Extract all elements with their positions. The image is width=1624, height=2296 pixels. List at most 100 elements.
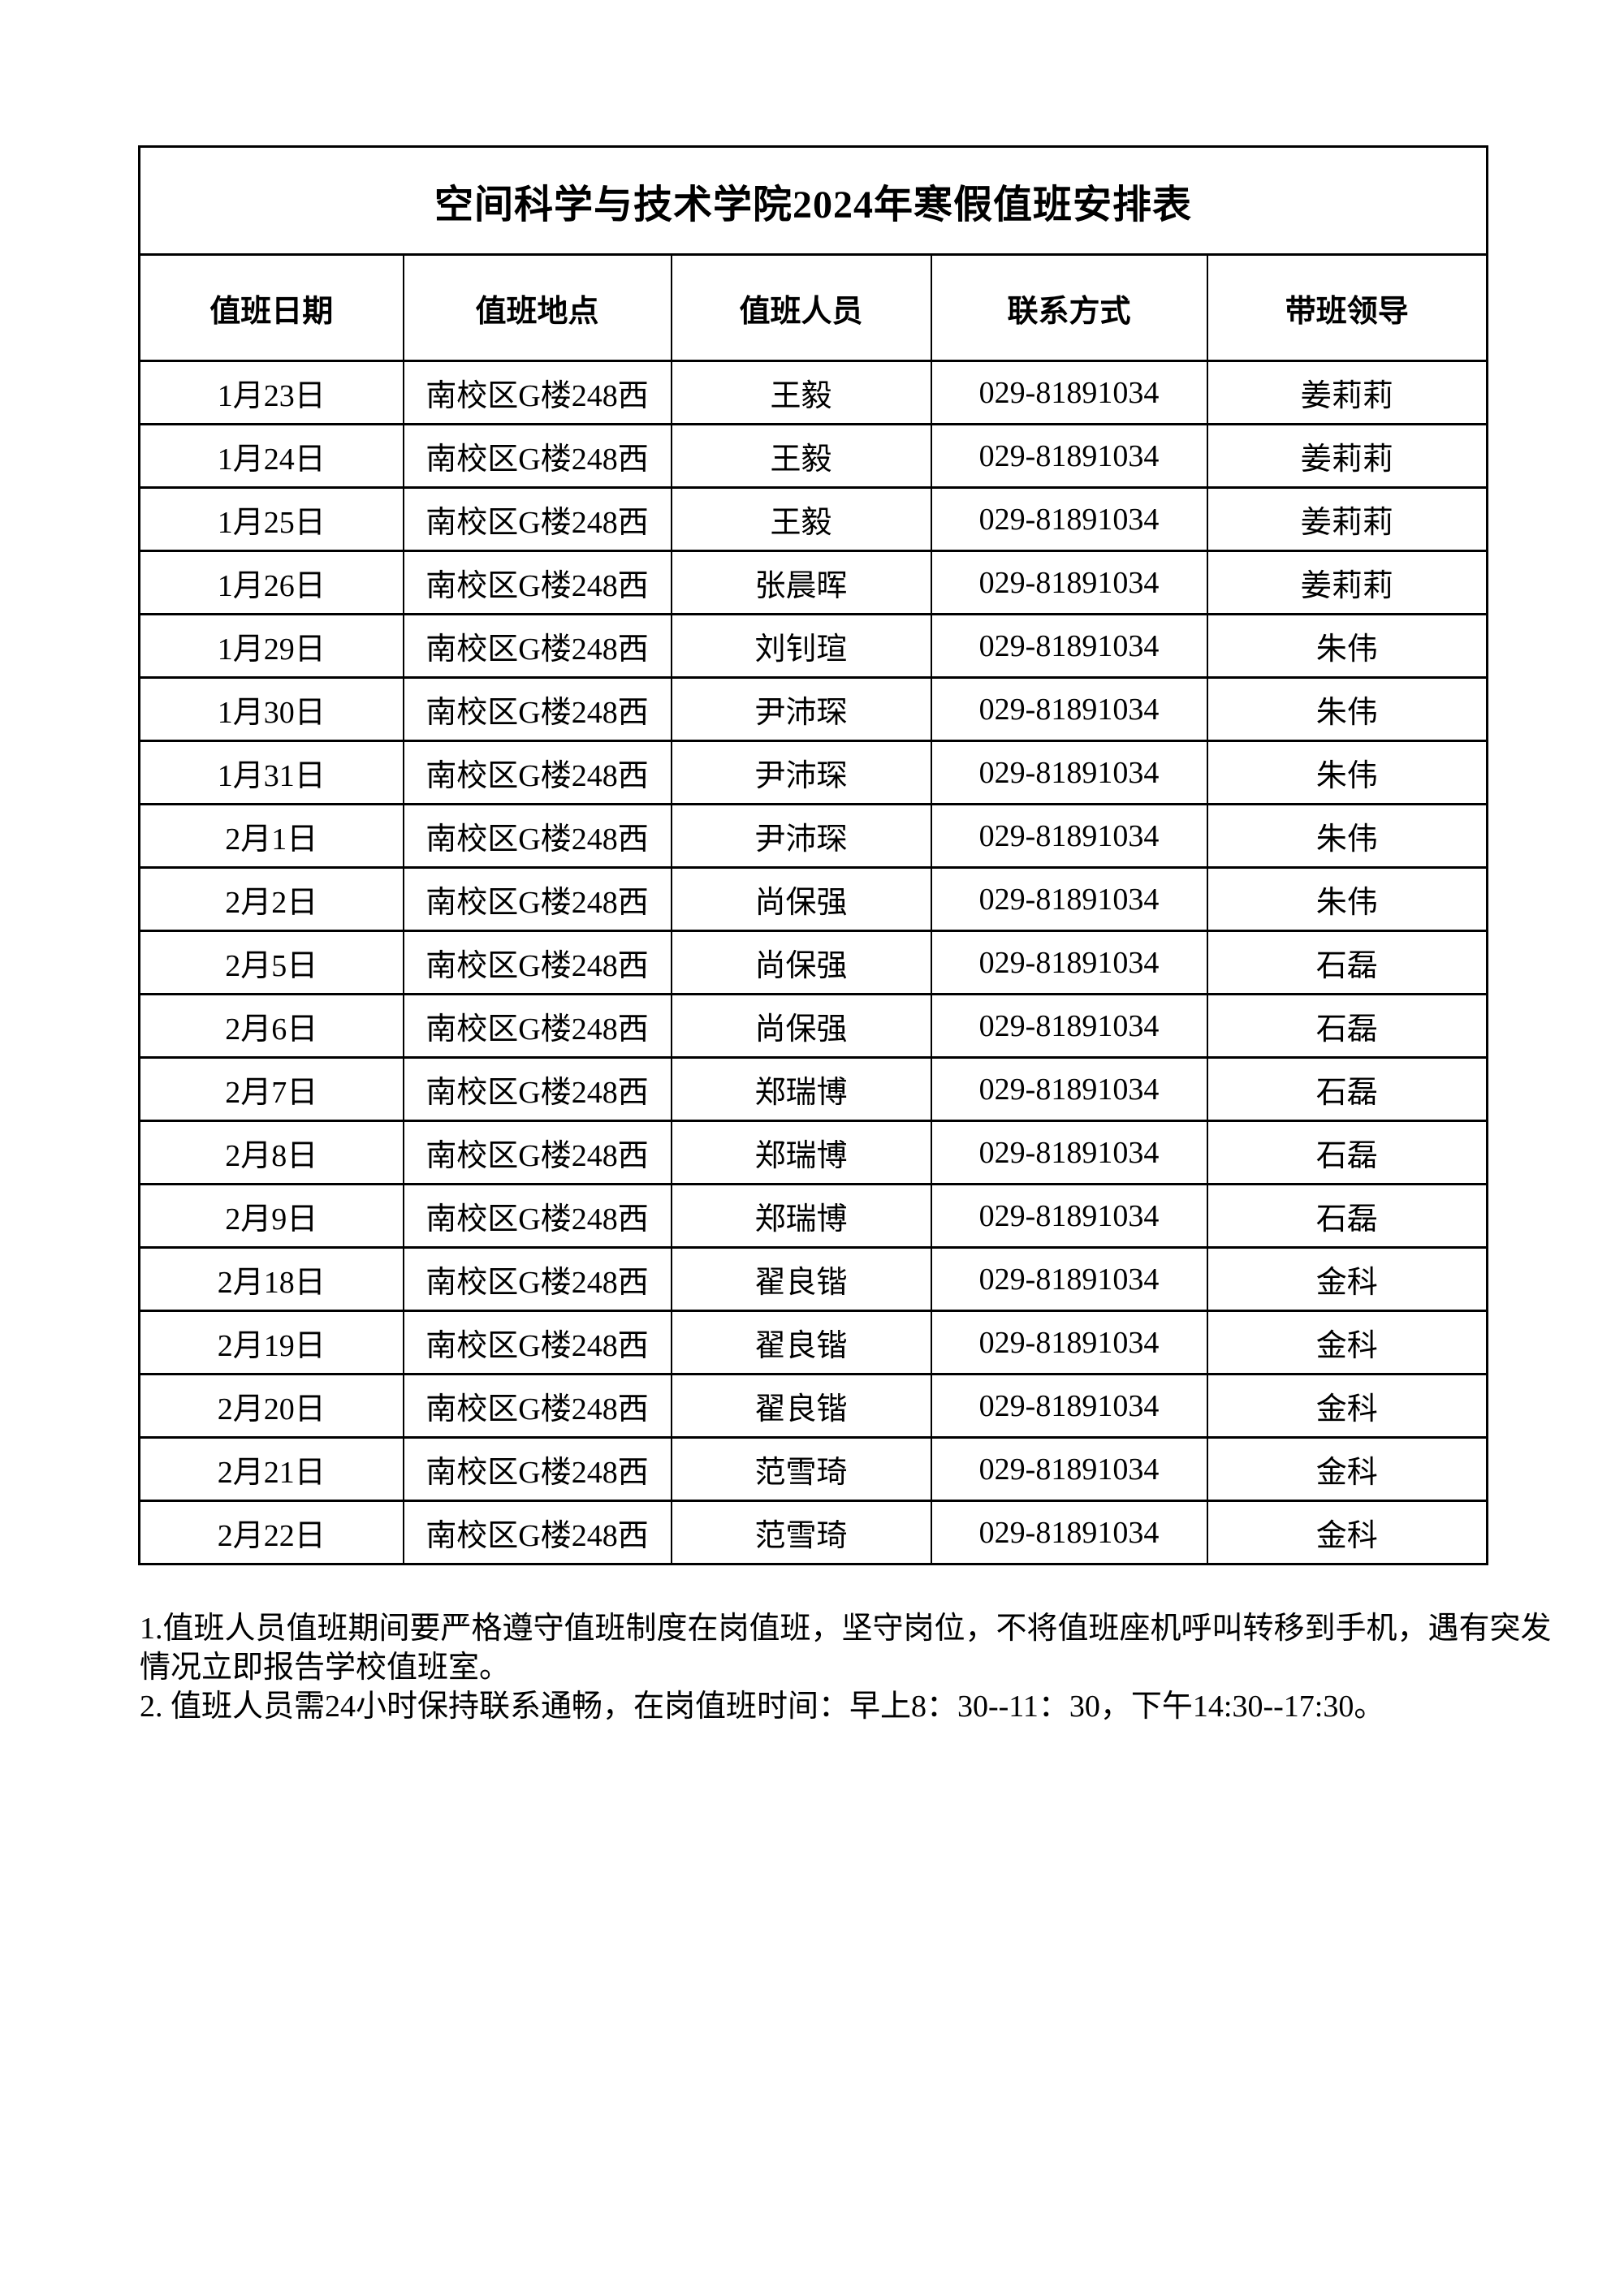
cell-duty-location: 南校区G楼248西	[402, 1120, 672, 1185]
cell-duty-date: 2月22日	[138, 1500, 404, 1565]
cell-duty-date: 2月7日	[138, 1056, 404, 1122]
table-row: 1月25日 南校区G楼248西 王毅 029-81891034 姜莉莉	[138, 486, 1488, 552]
cell-duty-person: 尹沛琛	[670, 676, 932, 742]
duty-schedule-table: 空间科学与技术学院2024年寒假值班安排表 值班日期 值班地点 值班人员 联系方…	[138, 145, 1488, 1565]
cell-duty-date: 2月6日	[138, 993, 404, 1059]
table-row: 2月2日 南校区G楼248西 尚保强 029-81891034 朱伟	[138, 866, 1488, 932]
cell-duty-person: 范雪琦	[670, 1436, 932, 1502]
cell-contact: 029-81891034	[930, 1120, 1208, 1185]
cell-duty-location: 南校区G楼248西	[402, 360, 672, 425]
cell-duty-location: 南校区G楼248西	[402, 803, 672, 869]
cell-duty-leader: 朱伟	[1206, 613, 1488, 679]
cell-duty-person: 王毅	[670, 360, 932, 425]
table-row: 2月7日 南校区G楼248西 郑瑞博 029-81891034 石磊	[138, 1056, 1488, 1122]
cell-duty-date: 2月21日	[138, 1436, 404, 1502]
cell-duty-leader: 石磊	[1206, 930, 1488, 995]
cell-duty-person: 王毅	[670, 423, 932, 489]
cell-contact: 029-81891034	[930, 360, 1208, 425]
schedule-table-body: 1月23日 南校区G楼248西 王毅 029-81891034 姜莉莉 1月24日 南校区G…	[138, 360, 1488, 1565]
cell-contact: 029-81891034	[930, 1056, 1208, 1122]
cell-duty-leader: 朱伟	[1206, 866, 1488, 932]
cell-duty-location: 南校区G楼248西	[402, 1310, 672, 1375]
table-title: 空间科学与技术学院2024年寒假值班安排表	[138, 145, 1488, 256]
cell-duty-leader: 姜莉莉	[1206, 550, 1488, 615]
footnotes: 1.值班人员值班期间要严格遵守值班制度在岗值班，坚守岗位，不将值班座机呼叫转移到…	[140, 1609, 1552, 1726]
cell-duty-location: 南校区G楼248西	[402, 1246, 672, 1312]
cell-duty-leader: 金科	[1206, 1373, 1488, 1439]
column-header-duty-leader: 带班领导	[1206, 253, 1488, 362]
cell-duty-date: 1月24日	[138, 423, 404, 489]
cell-duty-location: 南校区G楼248西	[402, 676, 672, 742]
cell-duty-location: 南校区G楼248西	[402, 740, 672, 805]
cell-duty-leader: 金科	[1206, 1246, 1488, 1312]
cell-duty-location: 南校区G楼248西	[402, 423, 672, 489]
table-row: 2月8日 南校区G楼248西 郑瑞博 029-81891034 石磊	[138, 1120, 1488, 1185]
cell-duty-location: 南校区G楼248西	[402, 613, 672, 679]
cell-duty-date: 2月1日	[138, 803, 404, 869]
cell-duty-leader: 金科	[1206, 1310, 1488, 1375]
cell-duty-leader: 姜莉莉	[1206, 486, 1488, 552]
cell-duty-date: 2月5日	[138, 930, 404, 995]
table-row: 1月29日 南校区G楼248西 刘钊瑄 029-81891034 朱伟	[138, 613, 1488, 679]
cell-duty-location: 南校区G楼248西	[402, 1436, 672, 1502]
cell-duty-leader: 朱伟	[1206, 740, 1488, 805]
cell-contact: 029-81891034	[930, 930, 1208, 995]
cell-duty-leader: 朱伟	[1206, 676, 1488, 742]
cell-contact: 029-81891034	[930, 1246, 1208, 1312]
cell-duty-leader: 石磊	[1206, 1120, 1488, 1185]
cell-duty-person: 尹沛琛	[670, 803, 932, 869]
cell-duty-location: 南校区G楼248西	[402, 1500, 672, 1565]
table-row: 2月9日 南校区G楼248西 郑瑞博 029-81891034 石磊	[138, 1183, 1488, 1249]
cell-contact: 029-81891034	[930, 550, 1208, 615]
cell-duty-date: 2月18日	[138, 1246, 404, 1312]
column-header-duty-date: 值班日期	[138, 253, 404, 362]
cell-duty-location: 南校区G楼248西	[402, 486, 672, 552]
cell-duty-location: 南校区G楼248西	[402, 930, 672, 995]
cell-duty-person: 张晨晖	[670, 550, 932, 615]
cell-contact: 029-81891034	[930, 866, 1208, 932]
cell-duty-leader: 金科	[1206, 1500, 1488, 1565]
cell-contact: 029-81891034	[930, 676, 1208, 742]
cell-duty-date: 2月2日	[138, 866, 404, 932]
table-row: 2月21日 南校区G楼248西 范雪琦 029-81891034 金科	[138, 1436, 1488, 1502]
cell-duty-date: 2月8日	[138, 1120, 404, 1185]
cell-duty-person: 尹沛琛	[670, 740, 932, 805]
cell-duty-leader: 姜莉莉	[1206, 423, 1488, 489]
table-row: 2月18日 南校区G楼248西 翟良锴 029-81891034 金科	[138, 1246, 1488, 1312]
cell-duty-person: 尚保强	[670, 930, 932, 995]
cell-duty-date: 1月30日	[138, 676, 404, 742]
cell-duty-person: 郑瑞博	[670, 1120, 932, 1185]
cell-duty-person: 郑瑞博	[670, 1183, 932, 1249]
column-header-contact: 联系方式	[930, 253, 1208, 362]
cell-duty-location: 南校区G楼248西	[402, 866, 672, 932]
cell-contact: 029-81891034	[930, 1436, 1208, 1502]
cell-duty-location: 南校区G楼248西	[402, 1056, 672, 1122]
footnote-1-line-1: 1.值班人员值班期间要严格遵守值班制度在岗值班，坚守岗位，不将值班座机呼叫转移到…	[140, 1612, 1552, 1646]
cell-duty-date: 1月25日	[138, 486, 404, 552]
cell-duty-leader: 朱伟	[1206, 803, 1488, 869]
cell-duty-date: 1月29日	[138, 613, 404, 679]
table-row: 1月23日 南校区G楼248西 王毅 029-81891034 姜莉莉	[138, 360, 1488, 425]
cell-contact: 029-81891034	[930, 423, 1208, 489]
footnote-2: 2. 值班人员需24小时保持联系通畅，在岗值班时间：早上8：30--11：30，…	[140, 1690, 1385, 1724]
table-row: 1月26日 南校区G楼248西 张晨晖 029-81891034 姜莉莉	[138, 550, 1488, 615]
table-row: 1月31日 南校区G楼248西 尹沛琛 029-81891034 朱伟	[138, 740, 1488, 805]
cell-duty-location: 南校区G楼248西	[402, 550, 672, 615]
table-title-row: 空间科学与技术学院2024年寒假值班安排表	[138, 145, 1488, 256]
cell-contact: 029-81891034	[930, 486, 1208, 552]
cell-duty-person: 王毅	[670, 486, 932, 552]
cell-contact: 029-81891034	[930, 993, 1208, 1059]
cell-duty-person: 刘钊瑄	[670, 613, 932, 679]
cell-duty-location: 南校区G楼248西	[402, 1183, 672, 1249]
table-row: 2月6日 南校区G楼248西 尚保强 029-81891034 石磊	[138, 993, 1488, 1059]
cell-duty-leader: 石磊	[1206, 1056, 1488, 1122]
cell-duty-person: 翟良锴	[670, 1373, 932, 1439]
cell-duty-person: 尚保强	[670, 866, 932, 932]
cell-duty-leader: 石磊	[1206, 1183, 1488, 1249]
cell-duty-location: 南校区G楼248西	[402, 1373, 672, 1439]
cell-duty-date: 2月20日	[138, 1373, 404, 1439]
column-header-duty-location: 值班地点	[402, 253, 672, 362]
cell-duty-person: 翟良锴	[670, 1310, 932, 1375]
cell-contact: 029-81891034	[930, 1500, 1208, 1565]
